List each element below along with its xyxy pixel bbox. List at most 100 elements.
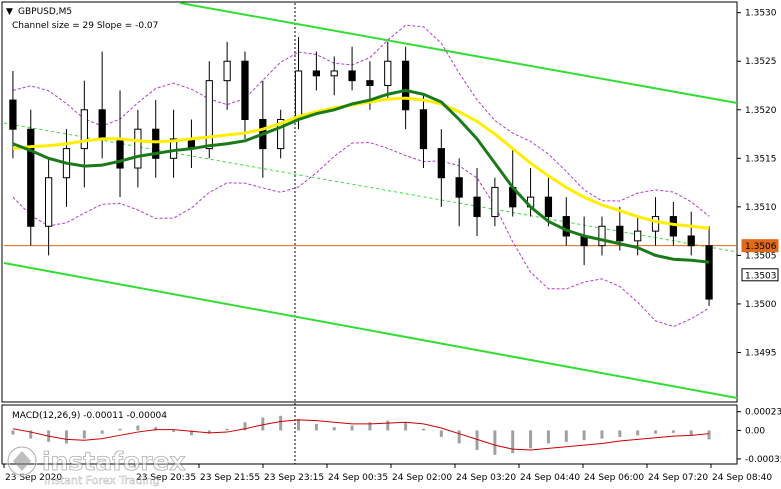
macd-hist-bar <box>475 430 479 450</box>
macd-hist-bar <box>225 428 229 431</box>
candle-body <box>616 225 624 242</box>
candle-body <box>491 186 499 218</box>
symbol-title: GBPUSD,M5 <box>18 7 72 17</box>
macd-title: MACD(12,26,9) -0.00011 -0.00004 <box>12 411 167 421</box>
menu-arrow-icon[interactable]: ▼ <box>6 7 13 17</box>
macd-hist-bar <box>654 430 658 434</box>
candle-body <box>223 60 231 82</box>
price-tick-label: 1.3500 <box>745 300 777 310</box>
candle-body <box>241 60 249 120</box>
macd-hist-bar <box>493 430 497 455</box>
candle-body <box>294 70 303 120</box>
time-tick-label: 23 Sep 2020 <box>5 473 62 483</box>
candle-body <box>544 196 553 218</box>
macd-hist-bar <box>707 430 711 440</box>
price-tick-label: 1.3515 <box>745 154 777 164</box>
macd-plot-frame <box>1 404 738 465</box>
macd-hist-bar <box>314 423 318 431</box>
candle-body <box>687 235 695 247</box>
candle-body <box>651 216 660 232</box>
macd-hist-bar <box>618 430 622 437</box>
current-price-box <box>741 268 779 282</box>
candle-body <box>45 177 53 227</box>
price-tick-label: 1.3530 <box>745 9 777 19</box>
macd-hist-bar <box>350 425 354 431</box>
time-tick-label: 23 Sep 23:15 <box>264 473 324 483</box>
macd-signal-line <box>12 419 710 451</box>
channel-info: Channel size = 29 Slope = -0.07 <box>12 21 158 31</box>
price-tick-label: 1.3495 <box>745 348 777 358</box>
macd-hist-bar <box>172 430 176 433</box>
macd-hist-bar <box>82 430 86 439</box>
macd-hist-bar <box>243 422 247 431</box>
candle-body <box>598 225 606 247</box>
macd-hist-bar <box>671 430 675 433</box>
macd-hist-bar <box>511 430 515 454</box>
candle-body <box>134 128 142 169</box>
macd-hist-bar <box>564 430 568 442</box>
candle-body <box>80 109 88 150</box>
watermark: instaforex Instant Forex Trading <box>6 445 186 487</box>
time-tick-label: 24 Sep 04:40 <box>520 473 580 483</box>
time-tick-label: 24 Sep 00:35 <box>328 473 388 483</box>
macd-hist-bar <box>64 430 68 444</box>
bollinger-upper <box>12 24 710 217</box>
macd-tick-label: 0.00023 <box>745 408 781 418</box>
macd-hist-bar <box>582 430 586 441</box>
moving-averages <box>12 88 710 264</box>
level-price-label: 1.3506 <box>745 242 777 252</box>
candle-body <box>419 109 428 150</box>
candle-body <box>669 216 677 237</box>
macd-tick-label: 0.00 <box>745 426 765 436</box>
time-tick-label: 24 Sep 06:00 <box>584 473 644 483</box>
macd-hist-bar <box>189 430 193 436</box>
time-tick-label: 24 Sep 07:20 <box>648 473 708 483</box>
macd-hist-bar <box>439 430 443 437</box>
candles <box>9 36 713 306</box>
bollinger-bands <box>12 24 710 328</box>
macd-hist-bar <box>689 430 693 436</box>
macd-hist-bar <box>136 425 140 431</box>
macd-hist-bar <box>636 430 640 436</box>
channel-mid-line <box>3 122 738 253</box>
candle-body <box>366 80 374 87</box>
macd-hist-bar <box>368 422 372 431</box>
brand-tagline: Instant Forex Trading <box>44 474 160 487</box>
instaforex-logo-mark <box>13 451 31 471</box>
price-tick-label: 1.3525 <box>745 57 777 67</box>
trend-channel <box>3 2 738 399</box>
candle-body <box>473 196 481 218</box>
candle-body <box>277 118 285 150</box>
candle-body <box>330 70 338 77</box>
macd-hist-bar <box>529 430 533 449</box>
macd-hist-bar <box>100 430 104 434</box>
candle-body <box>169 138 178 159</box>
price-tick-label: 1.3510 <box>745 203 777 213</box>
candle-body <box>312 70 320 77</box>
macd-hist-bar <box>457 430 461 444</box>
level-price-box <box>741 239 779 253</box>
candle-body <box>27 128 35 227</box>
price-tick-label: 1.3505 <box>745 251 777 261</box>
macd-axis: 0.00023 0.00 -0.00035 <box>737 408 781 465</box>
macd-hist-bar <box>279 415 283 431</box>
macd-hist-bar <box>29 430 33 439</box>
instaforex-logo-ring <box>7 446 37 476</box>
candle-body <box>348 70 356 82</box>
candle-body <box>402 60 410 111</box>
macd-hist-bar <box>118 428 122 431</box>
channel-upper-line <box>179 2 738 104</box>
macd-panel <box>11 415 711 455</box>
brand-name: instaforex <box>42 447 186 476</box>
price-axis: 1.35301.35251.35201.35151.35101.35051.35… <box>737 9 777 358</box>
candle-body <box>116 138 124 169</box>
macd-hist-bar <box>297 419 301 431</box>
candle-body <box>562 216 570 237</box>
ma-slow-line <box>12 88 710 264</box>
price-labels: 1.3506 1.3503 <box>741 239 779 282</box>
candle-body <box>384 60 392 87</box>
price-tick-label: 1.3520 <box>745 106 777 116</box>
macd-hist-bar <box>261 417 265 431</box>
